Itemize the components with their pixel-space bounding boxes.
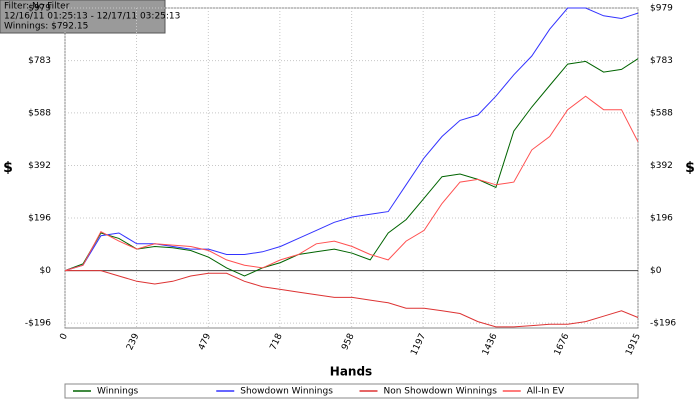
y2-axis-title: $ xyxy=(685,160,695,176)
legend-label: Showdown Winnings xyxy=(240,387,333,397)
y-tick-label: $392 xyxy=(28,161,51,171)
y-tick-label: $588 xyxy=(28,108,51,118)
legend-label: All-In EV xyxy=(527,387,565,397)
info-text: Filter: No Filter xyxy=(4,2,70,12)
info-text: 12/16/11 01:25:13 - 12/17/11 03:25:13 xyxy=(4,12,180,22)
y2-tick-label: $196 xyxy=(650,214,673,224)
y2-tick-label: $783 xyxy=(650,56,673,66)
y2-tick-label: $392 xyxy=(650,161,673,171)
legend-label: Non Showdown Winnings xyxy=(384,387,498,397)
legend xyxy=(64,383,639,399)
x-axis-title: Hands xyxy=(330,365,372,379)
series-line xyxy=(65,270,639,328)
legend-label: Winnings xyxy=(97,387,139,397)
info-text: Winnings: $792.15 xyxy=(4,22,88,32)
y-axis-title: $ xyxy=(3,160,13,176)
y-tick-label: $783 xyxy=(28,56,51,66)
y2-tick-label: -$196 xyxy=(650,319,676,329)
y2-tick-label: $0 xyxy=(650,266,662,276)
series-line xyxy=(64,58,639,277)
info-box xyxy=(0,0,166,34)
y-tick-label: $979 xyxy=(28,4,51,14)
series-line xyxy=(64,95,639,272)
y-tick-label: $0 xyxy=(40,266,52,276)
y-tick-label: -$196 xyxy=(25,319,51,329)
y-tick-label: $196 xyxy=(28,214,51,224)
y2-tick-label: $979 xyxy=(650,4,673,14)
x-tick-label: 0 xyxy=(58,332,70,342)
y2-tick-label: $588 xyxy=(650,108,673,118)
